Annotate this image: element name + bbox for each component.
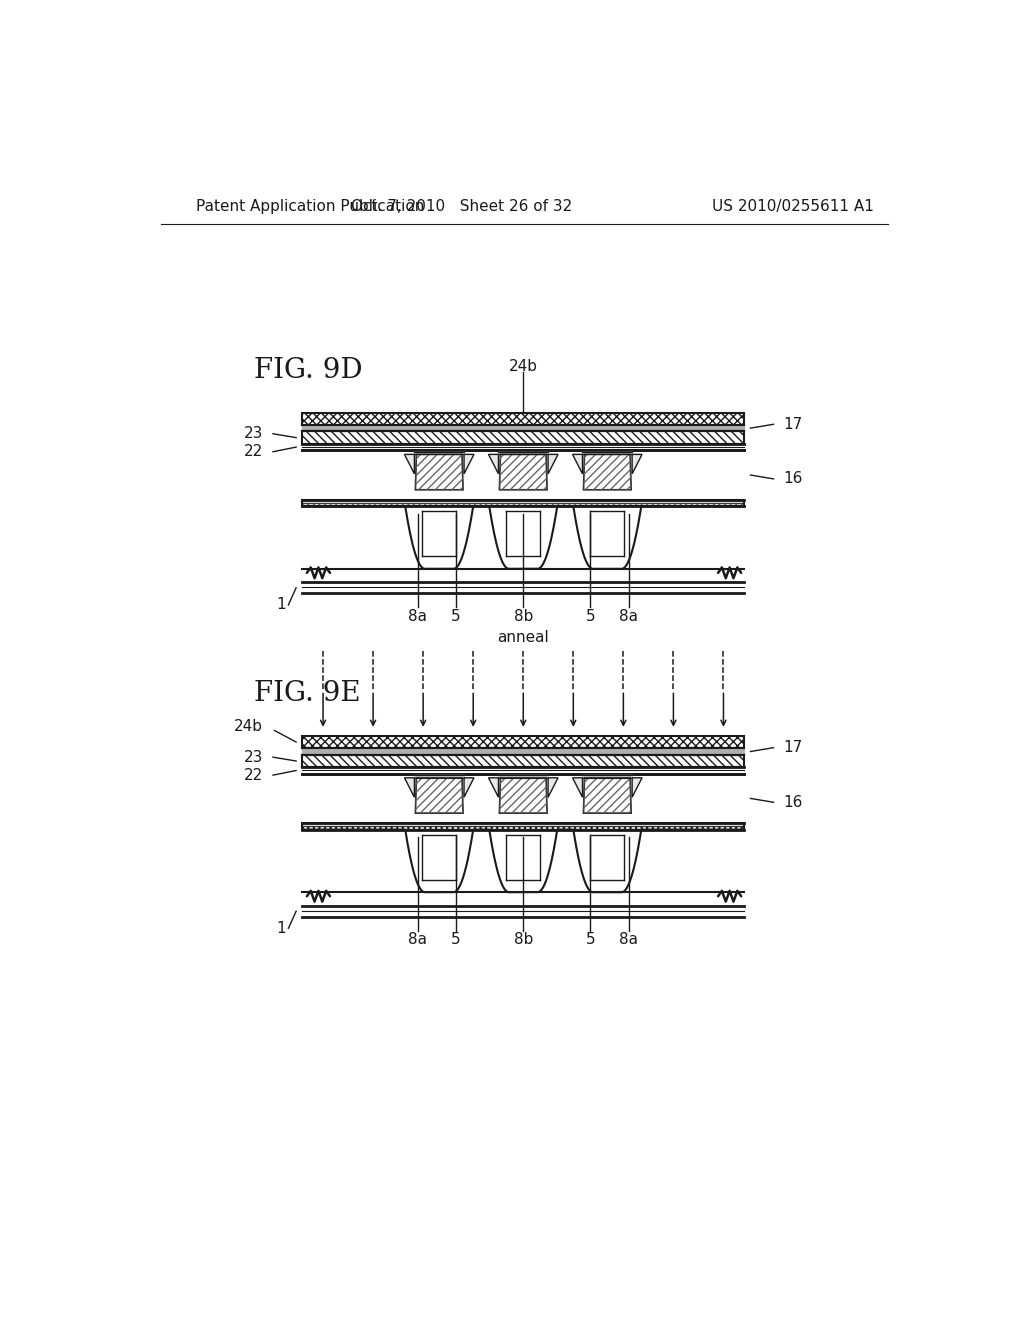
Polygon shape	[488, 454, 499, 474]
Text: 24b: 24b	[509, 359, 538, 374]
Bar	[302, 737, 744, 748]
Polygon shape	[404, 777, 415, 797]
Polygon shape	[488, 777, 499, 797]
Text: anneal: anneal	[498, 630, 549, 644]
Bar	[302, 432, 744, 444]
Text: 5: 5	[452, 932, 461, 948]
Polygon shape	[632, 777, 642, 797]
Text: Oct. 7, 2010   Sheet 26 of 32: Oct. 7, 2010 Sheet 26 of 32	[351, 198, 572, 214]
Text: 22: 22	[244, 445, 263, 459]
Text: FIG. 9D: FIG. 9D	[254, 356, 362, 384]
Text: Patent Application Publication: Patent Application Publication	[196, 198, 424, 214]
Text: 17: 17	[783, 741, 803, 755]
Text: 22: 22	[244, 768, 263, 783]
Text: 5: 5	[586, 932, 595, 948]
Polygon shape	[548, 454, 558, 474]
Text: 8a: 8a	[620, 609, 638, 624]
Text: 5: 5	[586, 609, 595, 624]
Polygon shape	[584, 454, 631, 490]
Text: 1: 1	[276, 598, 286, 612]
Text: 5: 5	[452, 609, 461, 624]
Text: 23: 23	[244, 426, 263, 441]
Polygon shape	[500, 777, 547, 813]
Text: US 2010/0255611 A1: US 2010/0255611 A1	[712, 198, 873, 214]
Bar	[302, 412, 744, 425]
Text: 1: 1	[276, 921, 286, 936]
Text: FIG. 9E: FIG. 9E	[254, 680, 360, 708]
Text: 16: 16	[783, 795, 803, 809]
Text: 8a: 8a	[409, 609, 427, 624]
Polygon shape	[500, 454, 547, 490]
Polygon shape	[632, 454, 642, 474]
Bar	[302, 499, 744, 507]
Polygon shape	[404, 454, 415, 474]
Polygon shape	[464, 777, 474, 797]
Polygon shape	[572, 777, 583, 797]
Text: 8b: 8b	[514, 932, 532, 948]
Polygon shape	[548, 777, 558, 797]
Text: 17: 17	[783, 417, 803, 432]
Text: 8a: 8a	[620, 932, 638, 948]
Text: 8a: 8a	[409, 932, 427, 948]
Polygon shape	[464, 454, 474, 474]
Text: 8b: 8b	[514, 609, 532, 624]
Polygon shape	[572, 454, 583, 474]
Bar	[302, 755, 744, 767]
Text: 23: 23	[244, 750, 263, 764]
Text: 24b: 24b	[234, 719, 263, 734]
Polygon shape	[584, 777, 631, 813]
Polygon shape	[416, 777, 463, 813]
Polygon shape	[416, 454, 463, 490]
Text: 16: 16	[783, 471, 803, 486]
Bar	[302, 822, 744, 830]
